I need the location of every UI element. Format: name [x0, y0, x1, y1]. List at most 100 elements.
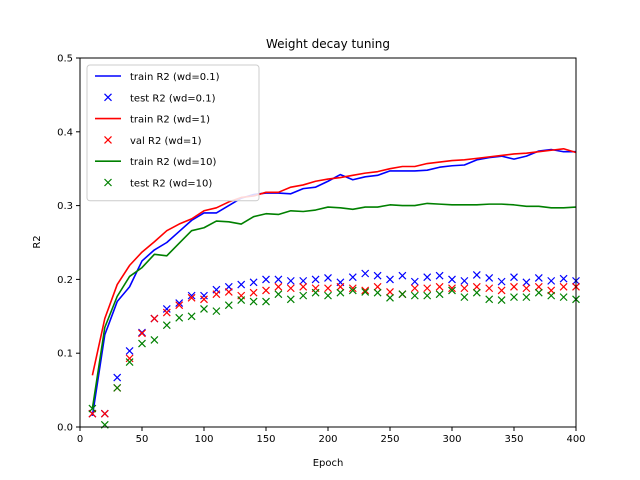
data-point — [386, 288, 394, 296]
data-point — [373, 288, 382, 297]
legend-label: train R2 (wd=1) — [130, 115, 210, 126]
data-point — [249, 288, 258, 297]
data-point — [534, 288, 543, 297]
data-point — [324, 291, 332, 300]
chart-title: Weight decay tuning — [266, 37, 390, 51]
data-point — [497, 296, 506, 304]
data-point — [361, 288, 370, 296]
y-tick-label: 0.4 — [57, 127, 73, 138]
data-point — [113, 383, 122, 392]
series-markers-test-r2-wd-10 — [88, 286, 580, 429]
y-tick-label: 0.5 — [57, 54, 73, 65]
y-axis: 0.0 0.1 0.2 0.3 0.4 0.5 — [57, 54, 80, 434]
data-point — [336, 288, 345, 297]
data-point — [386, 275, 394, 284]
data-point — [162, 304, 171, 313]
data-point — [510, 293, 518, 302]
legend-label: test R2 (wd=0.1) — [130, 93, 216, 104]
x-tick-label: 100 — [194, 434, 213, 445]
legend-marker-swatch — [104, 93, 112, 102]
data-point — [262, 286, 270, 295]
series-line-train-r2-wd-10 — [91, 202, 577, 409]
data-point — [547, 276, 556, 285]
data-point — [324, 273, 332, 282]
data-point — [262, 297, 270, 306]
x-tick-label: 300 — [442, 434, 461, 445]
data-point — [274, 275, 283, 284]
y-tick-label: 0.0 — [57, 423, 73, 434]
x-tick-label: 50 — [136, 434, 149, 445]
y-axis-label: R2 — [32, 235, 43, 248]
data-point — [497, 277, 506, 286]
x-tick-label: 400 — [566, 434, 585, 445]
data-point — [299, 291, 308, 300]
data-point — [559, 293, 568, 302]
data-point — [224, 301, 233, 310]
y-tick-label: 0.3 — [57, 201, 73, 212]
data-point — [435, 290, 444, 299]
data-point — [324, 284, 332, 293]
data-point — [423, 273, 432, 282]
data-point — [348, 273, 357, 282]
data-point — [398, 290, 407, 299]
data-point — [138, 339, 146, 348]
data-point — [88, 404, 97, 413]
legend-entry: test R2 (wd=10) — [104, 178, 212, 190]
x-axis: 0 50 100 150 200 250 300 350 400 — [77, 427, 586, 445]
data-point — [212, 307, 221, 316]
data-point — [448, 284, 456, 293]
x-tick-label: 150 — [256, 434, 275, 445]
data-point — [100, 409, 109, 418]
data-point — [138, 329, 146, 338]
legend-marker-swatch — [104, 135, 112, 144]
x-tick-label: 350 — [504, 434, 523, 445]
data-point — [187, 293, 196, 302]
data-point — [125, 354, 134, 363]
data-point — [423, 284, 432, 293]
data-point — [435, 282, 444, 291]
series-markers-val-r2-wd-1 — [88, 282, 580, 418]
data-point — [224, 288, 233, 296]
data-point — [398, 271, 407, 280]
data-point — [497, 286, 506, 295]
legend-marker-swatch — [104, 178, 112, 187]
data-point — [522, 293, 531, 302]
data-point — [274, 282, 283, 291]
legend-entry: test R2 (wd=0.1) — [104, 93, 216, 104]
legend-label: train R2 (wd=0.1) — [130, 72, 220, 83]
data-point — [299, 276, 308, 285]
data-point — [311, 288, 320, 297]
data-point — [460, 284, 469, 293]
data-point — [237, 280, 246, 289]
series-layer — [88, 147, 580, 429]
data-point — [472, 271, 481, 279]
data-point — [262, 275, 270, 284]
data-point — [249, 297, 258, 306]
data-point — [547, 291, 556, 300]
data-point — [361, 286, 370, 295]
x-tick-label: 200 — [318, 434, 337, 445]
data-point — [162, 321, 171, 330]
data-point — [187, 291, 196, 300]
data-point — [410, 291, 419, 300]
data-point — [460, 276, 469, 285]
data-point — [286, 284, 295, 293]
data-point — [249, 278, 258, 287]
data-point — [423, 291, 432, 300]
data-point — [286, 276, 295, 285]
legend-label: train R2 (wd=10) — [130, 157, 216, 168]
data-point — [448, 275, 456, 284]
x-axis-label: Epoch — [313, 458, 344, 469]
data-point — [510, 282, 518, 291]
data-point — [559, 282, 568, 291]
data-point — [212, 290, 221, 299]
y-tick-label: 0.1 — [57, 349, 73, 360]
data-point — [113, 373, 122, 382]
legend-entry: train R2 (wd=1) — [95, 115, 210, 126]
data-point — [150, 335, 159, 344]
data-point — [200, 291, 208, 300]
data-point — [373, 282, 382, 291]
data-point — [386, 293, 394, 302]
legend-entry: train R2 (wd=0.1) — [95, 72, 220, 83]
